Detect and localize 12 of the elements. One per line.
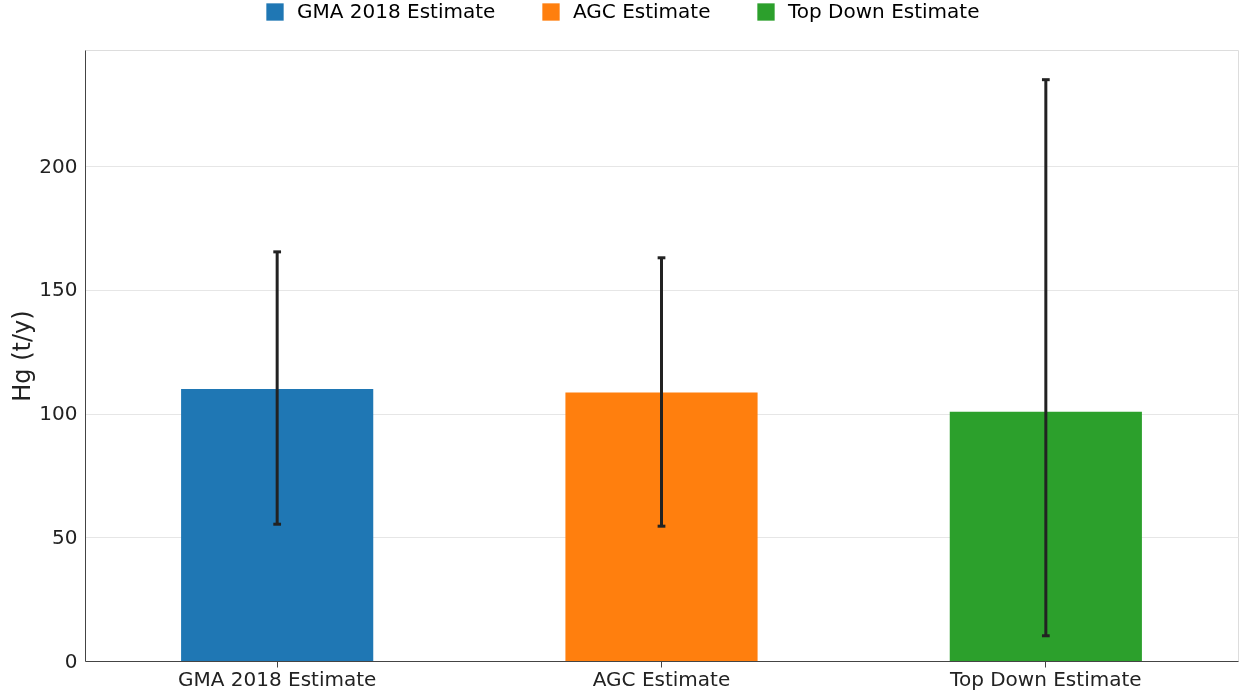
y-tick-label: 100 (39, 401, 78, 426)
legend-label: AGC Estimate (573, 0, 711, 23)
y-tick-label: 150 (39, 277, 78, 302)
legend-label: GMA 2018 Estimate (297, 0, 496, 23)
x-tick-label: GMA 2018 Estimate (177, 666, 377, 691)
y-tick-label: 50 (52, 524, 78, 549)
x-tick-label: Top Down Estimate (949, 666, 1142, 691)
y-axis-title: Hg (t/y) (8, 310, 37, 402)
y-tick-label: 0 (64, 648, 78, 673)
y-tick-label: 200 (39, 153, 78, 178)
legend-label: Top Down Estimate (787, 0, 980, 23)
x-tick-label: AGC Estimate (592, 666, 731, 691)
